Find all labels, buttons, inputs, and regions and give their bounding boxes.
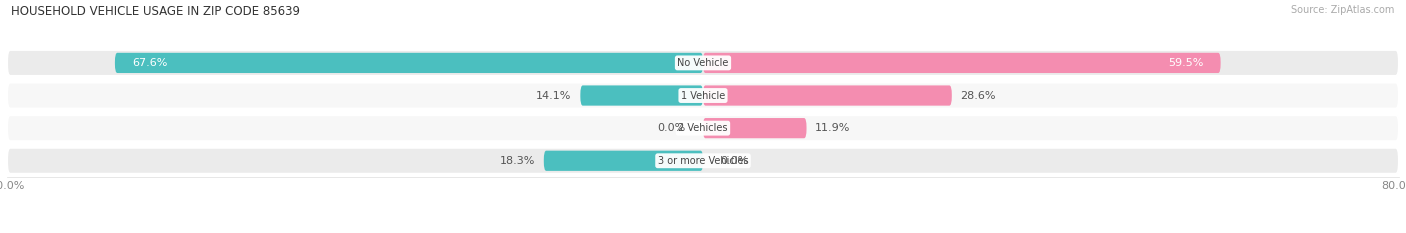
FancyBboxPatch shape — [115, 53, 703, 73]
Text: 0.0%: 0.0% — [658, 123, 686, 133]
Text: 0.0%: 0.0% — [720, 156, 748, 166]
Text: 28.6%: 28.6% — [960, 91, 995, 100]
FancyBboxPatch shape — [7, 115, 1399, 141]
Text: 67.6%: 67.6% — [132, 58, 167, 68]
Text: 3 or more Vehicles: 3 or more Vehicles — [658, 156, 748, 166]
FancyBboxPatch shape — [7, 50, 1399, 76]
FancyBboxPatch shape — [703, 53, 1220, 73]
Text: 14.1%: 14.1% — [536, 91, 572, 100]
Text: 18.3%: 18.3% — [499, 156, 536, 166]
Text: 2 Vehicles: 2 Vehicles — [678, 123, 728, 133]
Text: 11.9%: 11.9% — [815, 123, 851, 133]
FancyBboxPatch shape — [7, 148, 1399, 174]
Text: Source: ZipAtlas.com: Source: ZipAtlas.com — [1291, 5, 1395, 15]
Text: 59.5%: 59.5% — [1168, 58, 1204, 68]
FancyBboxPatch shape — [703, 86, 952, 106]
Text: No Vehicle: No Vehicle — [678, 58, 728, 68]
FancyBboxPatch shape — [703, 118, 807, 138]
Text: 1 Vehicle: 1 Vehicle — [681, 91, 725, 100]
FancyBboxPatch shape — [544, 151, 703, 171]
Text: HOUSEHOLD VEHICLE USAGE IN ZIP CODE 85639: HOUSEHOLD VEHICLE USAGE IN ZIP CODE 8563… — [11, 5, 301, 18]
FancyBboxPatch shape — [581, 86, 703, 106]
FancyBboxPatch shape — [7, 82, 1399, 109]
